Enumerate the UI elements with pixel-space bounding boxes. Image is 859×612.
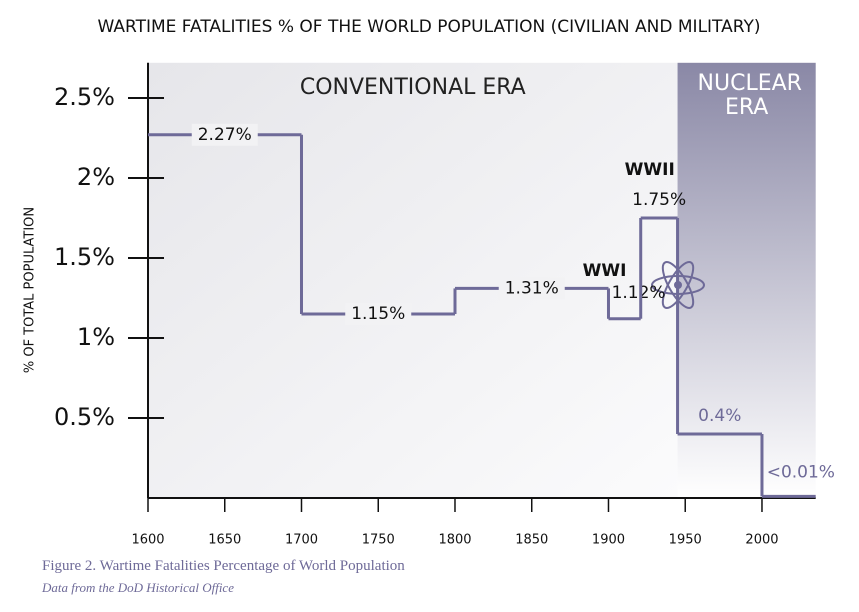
data-label: 2.27% — [198, 125, 252, 145]
y-tick-label: 0.5% — [54, 403, 115, 431]
data-label: 1.31% — [505, 278, 559, 298]
x-tick-label: 1850 — [515, 533, 548, 548]
annotation: WWI — [583, 261, 627, 281]
era-label: NUCLEAR ERA — [697, 71, 802, 120]
data-label: <0.01% — [767, 462, 835, 482]
y-tick-label: 2% — [77, 163, 115, 191]
chart-title: WARTIME FATALITIES % OF THE WORLD POPULA… — [98, 17, 761, 37]
y-tick-label: 1.5% — [54, 243, 115, 271]
annotation: WWII — [625, 160, 675, 180]
x-tick-label: 1600 — [131, 533, 164, 548]
source: Data from the DoD Historical Office — [42, 580, 234, 595]
label-bg — [345, 303, 412, 325]
y-axis-label: % OF TOTAL POPULATION — [23, 207, 38, 373]
data-label: 1.12% — [612, 283, 666, 303]
x-tick-label: 1950 — [669, 533, 702, 548]
data-label: 1.15% — [351, 304, 405, 324]
x-tick-label: 1750 — [362, 533, 395, 548]
x-tick-label: 1700 — [285, 533, 318, 548]
label-bg — [498, 277, 565, 300]
data-label: 0.4% — [698, 406, 741, 426]
x-tick-label: 1800 — [438, 533, 471, 548]
data-label: 1.75% — [632, 190, 686, 210]
era-label: CONVENTIONAL ERA — [299, 75, 526, 100]
y-tick-label: 2.5% — [54, 83, 115, 111]
label-bg — [191, 123, 258, 146]
y-tick-label: 1% — [77, 323, 115, 351]
caption: Figure 2. Wartime Fatalities Percentage … — [42, 558, 405, 574]
x-tick-label: 2000 — [745, 533, 778, 548]
x-tick-label: 1900 — [592, 533, 625, 548]
x-tick-label: 1650 — [208, 533, 241, 548]
